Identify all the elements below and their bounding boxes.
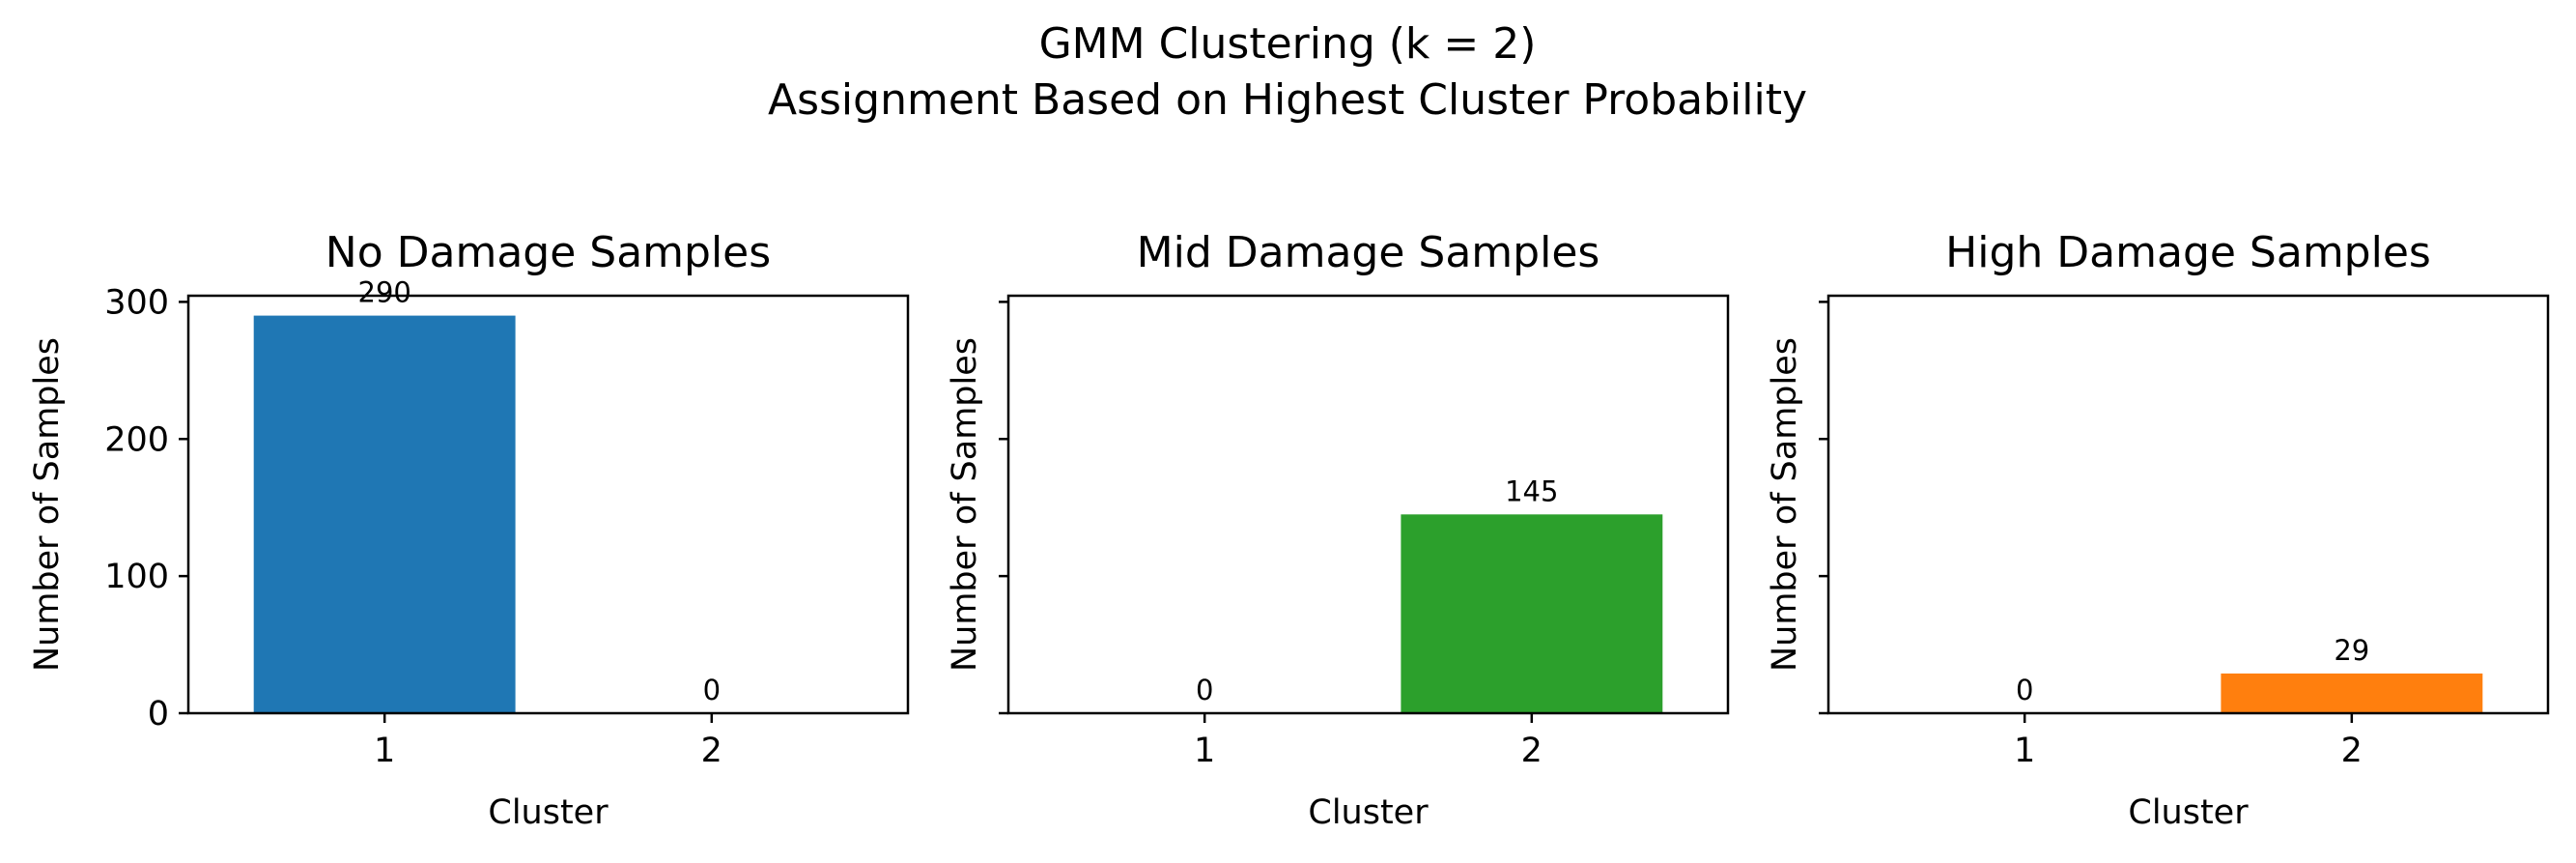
bar-cluster-2 <box>1401 514 1663 713</box>
bar-cluster-1 <box>253 315 516 713</box>
chart-panel-2: 0 145 1 2 Mid Damage Samples Cluster Number of… <box>946 228 1730 832</box>
x-tick-label: 2 <box>1521 732 1543 770</box>
bar-value-label: 290 <box>358 276 411 309</box>
bar-cluster-2 <box>2221 673 2483 713</box>
figure-title-line1: GMM Clustering (k = 2) <box>1039 19 1537 69</box>
bar-value-label: 0 <box>2016 674 2033 706</box>
x-axis-label: Cluster <box>488 793 609 832</box>
y-tick-label: 0 <box>148 695 169 734</box>
x-tick-label: 1 <box>1194 732 1215 770</box>
plot-frame <box>186 294 910 715</box>
y-axis-label: Number of Samples <box>946 337 984 672</box>
chart-panel-1: 290 0 1 2 0 100 200 300 No Damage Samples Cluster… <box>28 228 910 832</box>
bar-value-label: 0 <box>1196 674 1213 706</box>
panel-title: High Damage Samples <box>1945 228 2431 277</box>
figure-title-line2: Assignment Based on Highest Cluster Prob… <box>768 75 1807 125</box>
x-tick-label: 2 <box>701 732 722 770</box>
panel-title: No Damage Samples <box>326 228 771 277</box>
bar-value-label: 0 <box>703 674 721 706</box>
bar-value-label: 145 <box>1505 475 1558 507</box>
y-tick-label: 200 <box>104 420 169 459</box>
panel-title: Mid Damage Samples <box>1137 228 1600 277</box>
plot-frame <box>1826 294 2550 715</box>
x-tick-label: 1 <box>374 732 395 770</box>
x-tick-label: 1 <box>2014 732 2035 770</box>
plot-frame <box>1006 294 1730 715</box>
chart-panel-3: 0 29 1 2 High Damage Samples Cluster Number of… <box>1766 228 2550 832</box>
y-tick-label: 100 <box>104 558 169 596</box>
y-axis-label: Number of Samples <box>28 337 67 672</box>
x-axis-label: Cluster <box>1308 793 1429 832</box>
y-axis-label: Number of Samples <box>1766 337 1804 672</box>
y-tick-label: 300 <box>104 283 169 322</box>
x-axis-label: Cluster <box>2128 793 2249 832</box>
bar-value-label: 29 <box>2334 634 2369 667</box>
x-tick-label: 2 <box>2341 732 2363 770</box>
